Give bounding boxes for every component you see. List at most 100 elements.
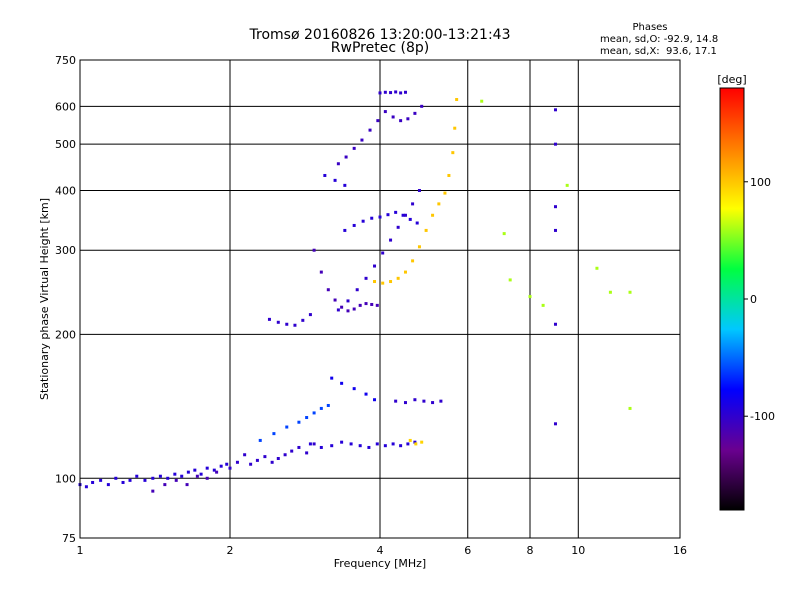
data-point	[301, 318, 305, 322]
data-point	[408, 438, 412, 442]
data-point	[293, 323, 297, 327]
data-point	[343, 183, 347, 187]
data-point	[389, 280, 393, 284]
data-point	[308, 313, 312, 317]
data-point	[121, 480, 125, 484]
data-point	[413, 440, 417, 444]
data-point	[340, 381, 344, 385]
data-point	[370, 216, 374, 220]
data-point	[114, 476, 118, 480]
data-point	[319, 270, 323, 274]
y-tick-label: 75	[62, 532, 76, 545]
data-point	[420, 104, 424, 108]
data-point	[553, 108, 557, 112]
y-axis-label: Stationary phase Virtual Height [km]	[38, 198, 51, 400]
x-tick-label: 8	[527, 544, 534, 557]
colorbar-tick-label: 0	[750, 293, 757, 306]
data-point	[403, 401, 407, 405]
data-point	[553, 205, 557, 209]
data-point	[205, 466, 209, 470]
colorbar-tick-label: 100	[750, 176, 771, 189]
data-point	[378, 215, 382, 219]
colorbar-tick-label: -100	[750, 410, 775, 423]
data-point	[270, 460, 274, 464]
data-point	[528, 295, 532, 299]
data-point	[358, 303, 362, 307]
data-point	[330, 376, 334, 380]
data-point	[364, 392, 368, 396]
data-point	[394, 90, 398, 94]
data-point	[399, 119, 403, 123]
data-point	[368, 128, 372, 132]
data-point	[553, 422, 557, 426]
x-tick-label: 4	[377, 544, 384, 557]
y-tick-label: 300	[55, 244, 76, 257]
data-point	[364, 302, 368, 306]
data-point	[451, 151, 455, 155]
data-point	[326, 403, 330, 407]
data-point	[403, 270, 407, 274]
data-point	[352, 146, 356, 150]
grid	[79, 59, 681, 539]
data-point	[352, 223, 356, 227]
data-point	[396, 225, 400, 229]
data-point	[352, 387, 356, 391]
axis-ticks: 1 2 4 6 8 10 16 75 100 200 300 400 500 600 750	[55, 54, 687, 557]
data-point	[143, 478, 147, 482]
data-point	[399, 444, 403, 448]
data-point	[219, 464, 223, 468]
data-point	[360, 138, 364, 142]
x-tick-label: 16	[673, 544, 687, 557]
data-point	[565, 183, 569, 187]
colorbar-ticks: 100 0 -100	[744, 176, 775, 423]
data-point	[344, 155, 348, 159]
x-tick-label: 2	[227, 544, 234, 557]
data-point	[297, 420, 301, 424]
data-point	[415, 221, 419, 225]
data-point	[378, 91, 382, 95]
data-point	[163, 483, 167, 487]
data-point	[128, 478, 132, 482]
data-point	[608, 290, 612, 294]
data-point	[391, 115, 395, 119]
data-point	[367, 445, 371, 449]
data-point	[443, 191, 447, 195]
data-point	[312, 411, 316, 415]
data-point	[389, 238, 393, 242]
data-point	[358, 444, 362, 448]
data-point	[255, 458, 259, 462]
data-point	[381, 281, 385, 285]
data-point	[305, 451, 309, 455]
data-point	[336, 308, 340, 312]
data-point	[553, 228, 557, 232]
phase-stats-header: Phases	[632, 22, 668, 33]
data-point	[249, 462, 253, 466]
data-point	[205, 476, 209, 480]
data-point	[166, 476, 170, 480]
data-point	[272, 432, 276, 436]
data-points	[78, 90, 632, 493]
data-point	[502, 232, 506, 236]
colorbar-label: [deg]	[717, 73, 746, 86]
data-point	[394, 399, 398, 403]
data-point	[173, 472, 177, 476]
data-point	[403, 90, 407, 94]
data-point	[346, 309, 350, 313]
data-point	[91, 480, 95, 484]
data-point	[276, 456, 280, 460]
data-point	[364, 276, 368, 280]
data-point	[431, 213, 435, 217]
data-point	[333, 298, 337, 302]
data-point	[455, 98, 459, 102]
x-tick-label: 10	[571, 544, 585, 557]
data-point	[283, 453, 287, 457]
data-point	[151, 476, 155, 480]
data-point	[414, 442, 418, 446]
data-point	[151, 489, 155, 493]
data-point	[628, 406, 632, 410]
data-point	[235, 460, 239, 464]
data-point	[333, 178, 337, 182]
data-point	[290, 449, 294, 453]
data-point	[399, 91, 403, 95]
